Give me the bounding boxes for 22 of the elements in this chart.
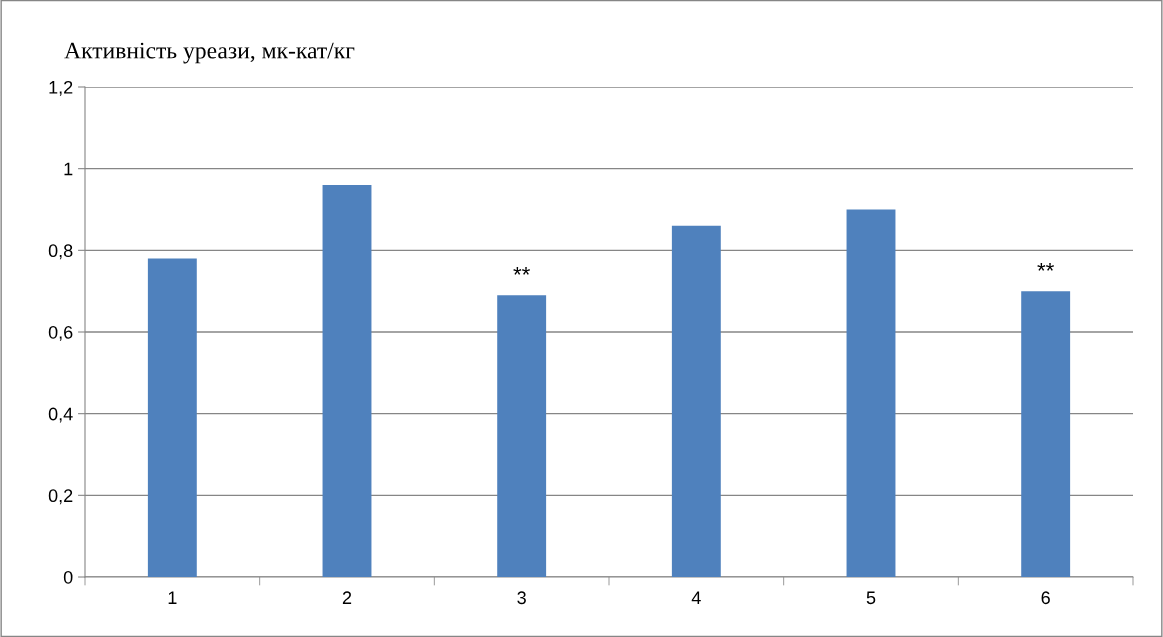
x-tick-label: 6 [1041, 591, 1050, 605]
bar [846, 209, 896, 577]
y-tick-label: 0 [63, 570, 73, 584]
bar [1021, 291, 1071, 577]
y-tick-label: 1 [64, 162, 73, 176]
bar [497, 295, 547, 577]
bar [671, 225, 721, 577]
bar [147, 258, 197, 577]
x-tick-label: 2 [342, 591, 352, 604]
x-tick-label: 1 [168, 591, 177, 604]
y-axis-title: Активність уреази, мк-кат/кг [64, 42, 355, 64]
data-label: ** [513, 267, 530, 275]
y-tick-label: 0,6 [48, 325, 73, 341]
y-tick-label: 1,2 [49, 80, 73, 96]
x-tick-label: 4 [691, 591, 701, 604]
y-tick-label: 0,8 [48, 244, 73, 260]
data-label: ** [1037, 262, 1054, 271]
y-tick-label: 0,2 [48, 489, 73, 505]
bar [322, 185, 372, 577]
x-tick-label: 5 [866, 591, 876, 605]
y-tick-label: 0,4 [48, 407, 73, 423]
x-tick-label: 3 [517, 591, 526, 605]
